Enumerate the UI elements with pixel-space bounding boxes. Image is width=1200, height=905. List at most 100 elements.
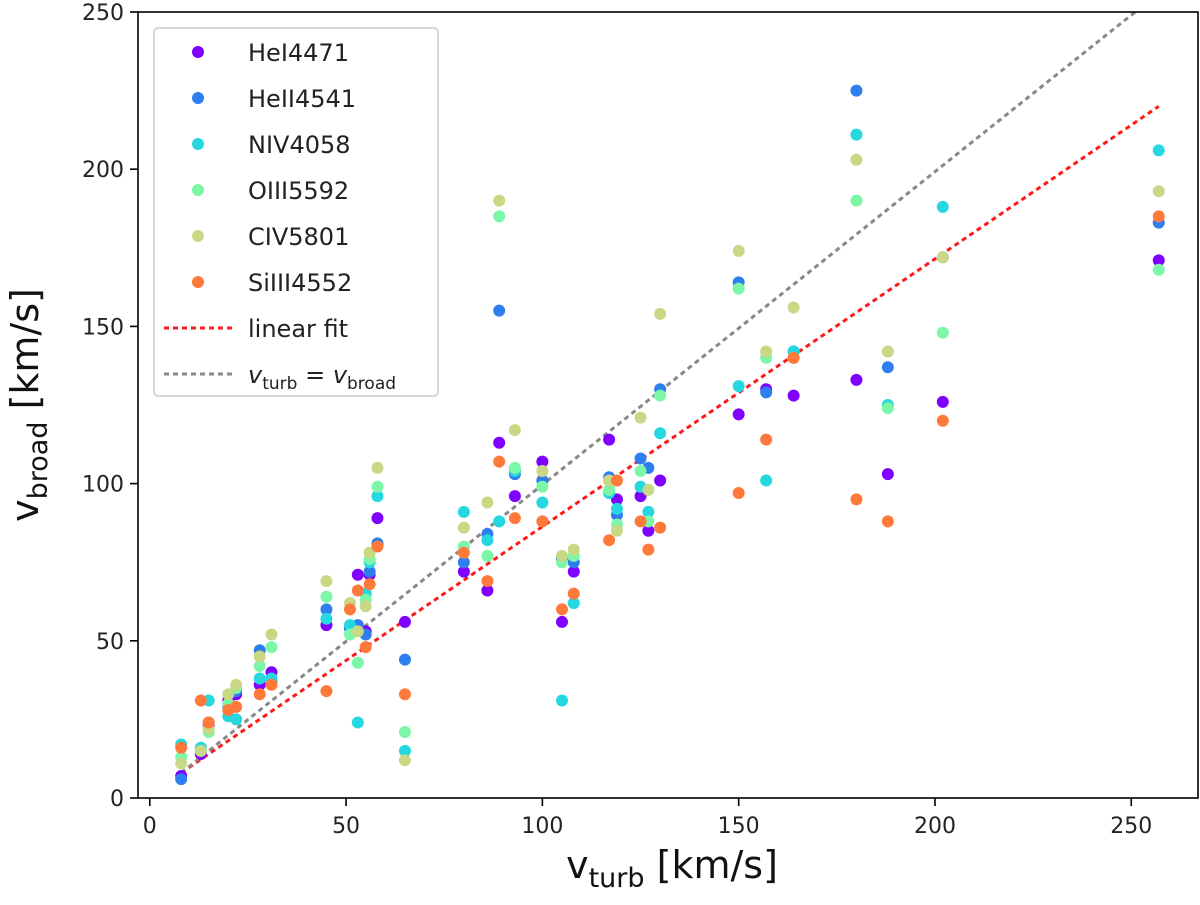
x-tick-label: 50 xyxy=(332,814,360,839)
point-siiii4552 xyxy=(642,543,655,556)
point-niv4058 xyxy=(732,380,745,393)
point-heii4541 xyxy=(320,603,333,616)
point-niv4058 xyxy=(654,427,667,440)
point-siiii4552 xyxy=(359,641,372,654)
point-civ5801 xyxy=(732,244,745,257)
point-oiii5592 xyxy=(398,725,411,738)
point-oiii5592 xyxy=(1152,263,1165,276)
point-oiii5592 xyxy=(508,461,521,474)
point-civ5801 xyxy=(642,483,655,496)
legend-label-identity: vturb = vbroad xyxy=(248,361,396,394)
x-tick-label: 200 xyxy=(914,814,956,839)
point-hei4471 xyxy=(732,408,745,421)
point-siiii4552 xyxy=(634,515,647,528)
point-siiii4552 xyxy=(230,700,243,713)
point-siiii4552 xyxy=(371,540,384,553)
legend-marker-siiii4552 xyxy=(192,276,204,288)
point-niv4058 xyxy=(1152,144,1165,157)
linear-fit-line xyxy=(180,105,1160,775)
point-niv4058 xyxy=(253,672,266,685)
point-civ5801 xyxy=(398,754,411,767)
point-niv4058 xyxy=(457,505,470,518)
point-siiii4552 xyxy=(457,546,470,559)
point-civ5801 xyxy=(371,461,384,474)
point-civ5801 xyxy=(760,345,773,358)
point-niv4058 xyxy=(610,502,623,515)
point-heii4541 xyxy=(363,565,376,578)
y-tick-label: 150 xyxy=(82,315,124,340)
point-niv4058 xyxy=(320,612,333,625)
point-hei4471 xyxy=(654,474,667,487)
legend: HeI4471 HeII4541 NIV4058 OIII5592 CIV5801 SiI… xyxy=(153,27,439,397)
point-civ5801 xyxy=(230,678,243,691)
point-hei4471 xyxy=(567,565,580,578)
point-niv4058 xyxy=(567,597,580,610)
point-siiii4552 xyxy=(398,688,411,701)
point-siiii4552 xyxy=(536,515,549,528)
point-siiii4552 xyxy=(175,741,188,754)
x-tick-label: 250 xyxy=(1110,814,1152,839)
line-layer xyxy=(180,10,1160,775)
point-civ5801 xyxy=(850,153,863,166)
point-oiii5592 xyxy=(493,210,506,223)
legend-label: HeI4471 xyxy=(248,39,349,67)
point-siiii4552 xyxy=(850,493,863,506)
point-siiii4552 xyxy=(787,351,800,364)
point-civ5801 xyxy=(493,194,506,207)
legend-marker-niv4058 xyxy=(192,138,204,150)
point-niv4058 xyxy=(351,716,364,729)
point-siiii4552 xyxy=(610,474,623,487)
point-hei4471 xyxy=(351,568,364,581)
y-tick-label: 200 xyxy=(82,158,124,183)
point-hei4471 xyxy=(556,615,568,628)
point-oiii5592 xyxy=(603,483,616,496)
point-civ5801 xyxy=(265,628,278,641)
point-civ5801 xyxy=(1152,185,1165,198)
point-hei4471 xyxy=(457,565,470,578)
y-axis-label: vbroad [km/s] xyxy=(3,288,54,522)
point-oiii5592 xyxy=(371,480,384,493)
point-niv4058 xyxy=(850,128,863,141)
legend-marker-heii4541 xyxy=(192,92,204,104)
point-hei4471 xyxy=(1152,254,1165,267)
point-siiii4552 xyxy=(363,578,376,591)
point-siiii4552 xyxy=(603,534,616,547)
point-heii4541 xyxy=(457,556,470,569)
point-siiii4552 xyxy=(253,688,266,701)
point-heii4541 xyxy=(760,386,773,399)
y-tick-label: 100 xyxy=(82,473,124,498)
point-niv4058 xyxy=(371,490,384,503)
point-civ5801 xyxy=(654,307,667,320)
x-axis-label: vturb [km/s] xyxy=(566,843,778,894)
point-oiii5592 xyxy=(654,389,667,402)
legend-label: OIII5592 xyxy=(248,177,349,205)
legend-marker-hei4471 xyxy=(192,46,204,58)
point-heii4541 xyxy=(493,304,506,317)
legend-label: NIV4058 xyxy=(248,131,351,159)
point-civ5801 xyxy=(351,625,364,638)
point-hei4471 xyxy=(536,455,549,468)
point-siiii4552 xyxy=(194,694,207,707)
legend-label: CIV5801 xyxy=(248,223,349,251)
legend-label: linear fit xyxy=(248,315,348,343)
point-civ5801 xyxy=(175,757,188,770)
point-civ5801 xyxy=(536,465,549,478)
point-siiii4552 xyxy=(556,603,568,616)
point-siiii4552 xyxy=(202,716,215,729)
points-layer xyxy=(175,84,1165,786)
y-tick-label: 50 xyxy=(96,630,124,655)
point-niv4058 xyxy=(556,694,568,707)
point-niv4058 xyxy=(760,474,773,487)
point-oiii5592 xyxy=(850,194,863,207)
point-hei4471 xyxy=(371,512,384,525)
point-heii4541 xyxy=(398,653,411,666)
legend-marker-oiii5592 xyxy=(192,184,204,196)
y-tick-label: 250 xyxy=(82,1,124,26)
point-siiii4552 xyxy=(936,414,949,427)
point-siiii4552 xyxy=(344,603,356,616)
point-niv4058 xyxy=(536,496,549,509)
point-hei4471 xyxy=(481,584,494,597)
point-heii4541 xyxy=(634,452,647,465)
legend-label: HeII4541 xyxy=(248,85,356,113)
x-tick-label: 0 xyxy=(143,814,157,839)
